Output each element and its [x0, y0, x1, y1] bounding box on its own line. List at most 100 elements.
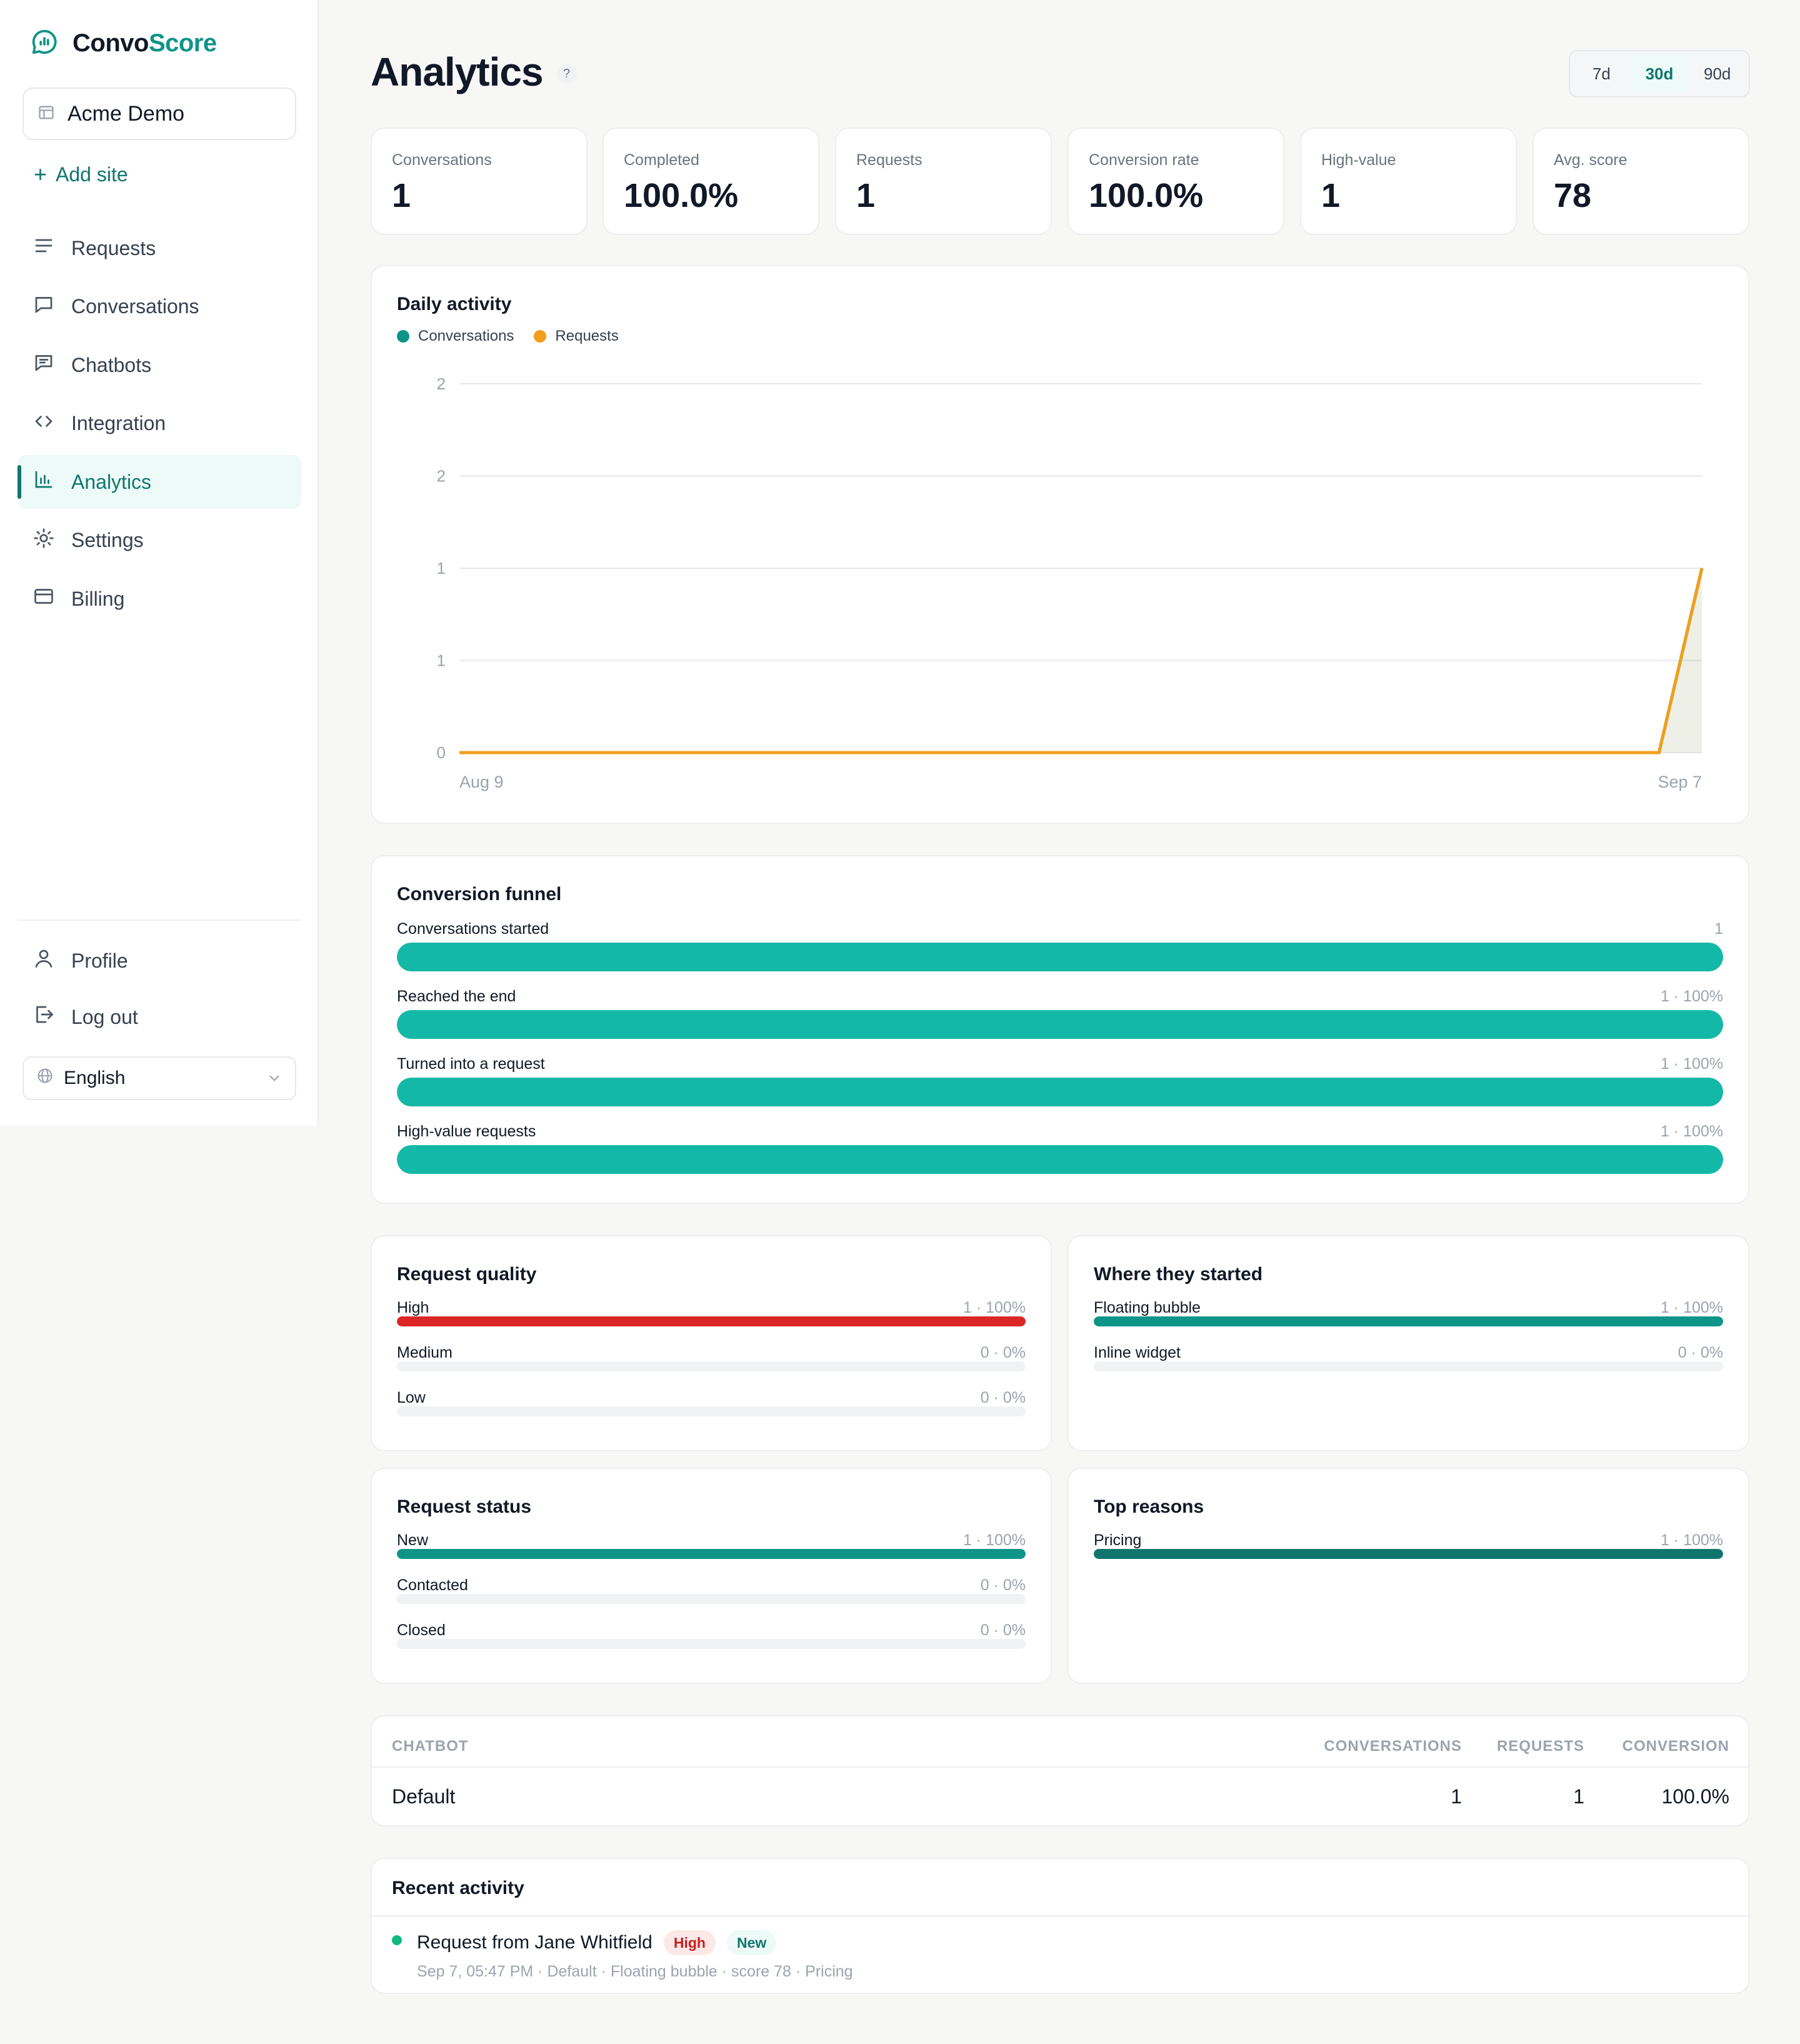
legend-item-requests: Requests	[534, 328, 619, 345]
table-row[interactable]: Default 1 1 100.0%	[372, 1768, 1748, 1826]
legend-item-conversations: Conversations	[397, 328, 514, 345]
sidebar-item-chatbots[interactable]: Chatbots	[18, 338, 301, 392]
bar-row-label: Medium	[397, 1344, 452, 1361]
bar-row-value: 0 · 0%	[980, 1389, 1026, 1406]
sidebar-item-logout[interactable]: Log out	[18, 990, 301, 1044]
legend-dot-conversations	[397, 330, 409, 343]
legend-label: Requests	[555, 328, 619, 344]
bar-fill	[397, 943, 1723, 971]
legend-dot-requests	[534, 330, 547, 343]
y-tick-label: 2	[437, 374, 446, 393]
conversion-funnel-card: Conversion funnel Conversations started 1…	[371, 855, 1749, 1204]
bar-row-label: Inline widget	[1094, 1344, 1181, 1361]
site-icon	[38, 104, 55, 124]
column-header-conversations[interactable]: CONVERSATIONS	[1324, 1738, 1462, 1755]
bar-row-value: 0 · 0%	[1678, 1344, 1723, 1361]
recent-activity-title: Recent activity	[392, 1878, 524, 1898]
series-line-requests	[459, 568, 1704, 754]
bar-track	[397, 1078, 1723, 1106]
range-7d-button[interactable]: 7d	[1592, 64, 1611, 83]
chart-legend: Conversations Requests	[397, 328, 619, 345]
bar-track	[397, 1406, 1026, 1416]
sidebar-item-profile[interactable]: Profile	[18, 934, 301, 988]
bar-row-value: 1 · 100%	[1660, 1123, 1723, 1140]
cell-conversations: 1	[1451, 1785, 1462, 1808]
y-tick-label: 2	[437, 467, 446, 486]
status-dot-icon	[392, 1935, 402, 1945]
activity-divider	[372, 1915, 1748, 1916]
stat-card-conversion-rate: Conversion rate 100.0%	[1068, 128, 1284, 235]
activity-title: Request from Jane Whitfield	[417, 1932, 652, 1953]
site-selector[interactable]: Acme Demo	[22, 88, 296, 140]
top-reasons-title: Top reasons	[1094, 1496, 1204, 1517]
plus-icon: +	[34, 161, 48, 187]
stat-label: Avg. score	[1554, 151, 1628, 169]
bar-row-value: 0 · 0%	[980, 1576, 1026, 1594]
date-range-toggle: 7d 30d 90d	[1569, 50, 1750, 98]
column-header-chatbot[interactable]: CHATBOT	[392, 1738, 469, 1755]
stat-card-avg-score: Avg. score 78	[1532, 128, 1749, 235]
sidebar-item-label: Analytics	[71, 470, 152, 493]
page-header: Analytics ?	[371, 49, 577, 95]
sidebar-item-billing[interactable]: Billing	[18, 572, 301, 626]
request-quality-title: Request quality	[397, 1264, 537, 1285]
language-selector[interactable]: English	[22, 1056, 296, 1100]
sidebar-item-label: Billing	[71, 587, 125, 610]
sidebar-item-analytics[interactable]: Analytics	[18, 455, 301, 509]
stat-value: 100.0%	[624, 177, 739, 214]
sidebar-item-requests[interactable]: Requests	[18, 221, 301, 275]
sidebar-item-conversations[interactable]: Conversations	[18, 280, 301, 334]
column-header-requests[interactable]: REQUESTS	[1496, 1738, 1584, 1755]
legend-label: Conversations	[418, 328, 514, 344]
help-icon[interactable]: ?	[556, 64, 577, 84]
bar-row-value: 0 · 0%	[980, 1621, 1026, 1639]
range-90d-button[interactable]: 90d	[1703, 64, 1731, 83]
column-header-conversion[interactable]: CONVERSION	[1622, 1738, 1729, 1755]
priority-badge: High	[663, 1930, 716, 1955]
sidebar-item-label: Integration	[71, 412, 166, 434]
sidebar-divider	[18, 919, 301, 921]
bar-row-label: Pricing	[1094, 1531, 1142, 1549]
bar-row-label: High-value requests	[397, 1123, 536, 1140]
cell-conversion: 100.0%	[1661, 1785, 1729, 1808]
sidebar: ConvoScore Acme Demo + Add site Requests…	[0, 0, 319, 1125]
bar-row-value: 1 · 100%	[1660, 1299, 1723, 1316]
sidebar-item-label: Log out	[71, 1005, 138, 1028]
bar-fill	[1094, 1549, 1723, 1559]
site-name: Acme Demo	[68, 101, 185, 126]
stat-card-completed: Completed 100.0%	[602, 128, 819, 235]
cell-chatbot: Default	[392, 1785, 456, 1808]
logo[interactable]: ConvoScore	[30, 26, 217, 60]
sidebar-item-label: Settings	[71, 529, 144, 551]
stat-label: Conversations	[392, 151, 492, 169]
bar-row-label: Contacted	[397, 1576, 468, 1594]
top-reasons-card: Top reasons Pricing 1 · 100%	[1068, 1468, 1749, 1684]
request-status-title: Request status	[397, 1496, 532, 1517]
range-30d-button[interactable]: 30d	[1631, 55, 1688, 93]
stat-value: 78	[1554, 177, 1592, 214]
where-started-title: Where they started	[1094, 1264, 1263, 1285]
bar-row-label: High	[397, 1299, 429, 1316]
stat-card-conversations: Conversations 1	[371, 128, 588, 235]
bar-track	[397, 1145, 1723, 1174]
bar-track	[397, 1010, 1723, 1039]
bar-track	[1094, 1549, 1723, 1559]
logout-icon	[32, 1003, 55, 1031]
bar-fill	[397, 1145, 1723, 1174]
activity-item[interactable]: Request from Jane Whitfield High New Sep…	[372, 1916, 1748, 1994]
chevron-down-icon	[266, 1070, 282, 1091]
sidebar-item-settings[interactable]: Settings	[18, 514, 301, 568]
sidebar-bottom-nav: Profile Log out	[18, 934, 301, 1046]
credit-card-icon	[32, 585, 55, 613]
y-tick-label: 0	[437, 743, 446, 762]
sidebar-item-integration[interactable]: Integration	[18, 397, 301, 451]
bar-fill	[397, 1010, 1723, 1039]
language-value: English	[64, 1068, 126, 1088]
bar-track	[397, 1361, 1026, 1371]
daily-activity-chart: 0 1 1 2 2 Aug 9 Sep 7	[437, 374, 1704, 791]
bar-track	[397, 943, 1723, 971]
bar-row-label: Conversations started	[397, 920, 549, 938]
stat-label: Completed	[624, 151, 699, 169]
add-site-button[interactable]: + Add site	[34, 159, 128, 190]
brand-name: ConvoScore	[72, 29, 217, 58]
